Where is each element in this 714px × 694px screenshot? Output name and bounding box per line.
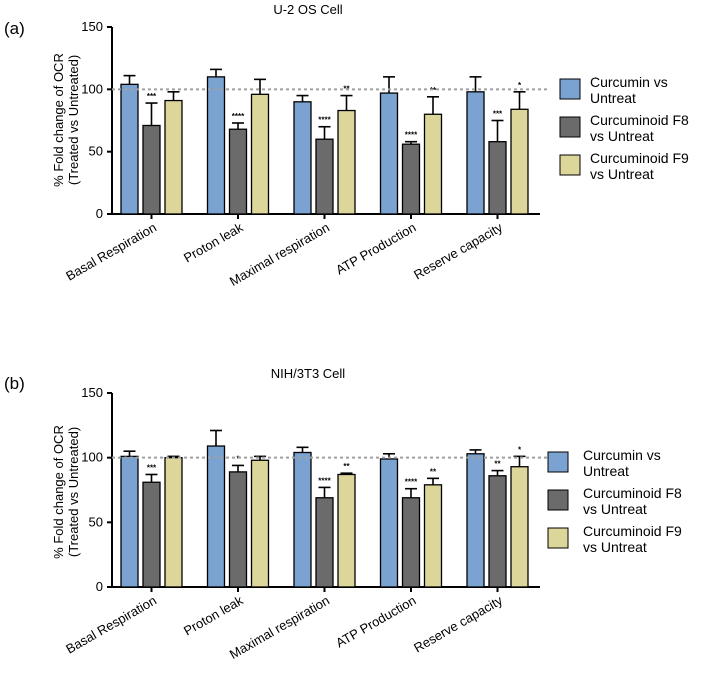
legend-label-f9-line1: Curcuminoid F9 bbox=[590, 150, 689, 166]
bar-curcumin-basal-respiration bbox=[120, 83, 139, 215]
y-tick-label: 0 bbox=[96, 579, 103, 594]
y-tick-label: 50 bbox=[89, 514, 103, 529]
significance-label: *** bbox=[147, 463, 157, 472]
panel-label-a: (a) bbox=[4, 19, 25, 38]
bar-f9-proton-leak bbox=[250, 459, 270, 588]
legend-swatch-f8 bbox=[559, 116, 581, 138]
significance-label: *** bbox=[493, 110, 503, 119]
x-tick-label: Reserve capacity bbox=[411, 592, 505, 655]
bar-f9-maximal-respiration bbox=[337, 109, 356, 215]
significance-label: ** bbox=[430, 467, 437, 476]
y-tick-label: 50 bbox=[89, 144, 103, 159]
legend-label-curcumin-line2: Untreat bbox=[590, 90, 636, 106]
y-axis-label-b: % Fold change of OCR (Treated vs Untreat… bbox=[51, 425, 81, 559]
y-axis-label-line2-a: (Treated vs Untreated) bbox=[66, 55, 81, 185]
legend-label-curcumin-line1: Curcumin vs bbox=[583, 447, 661, 463]
x-tick-label: Proton leak bbox=[181, 219, 246, 265]
x-tick-label: Proton leak bbox=[181, 592, 246, 638]
significance-label: ** bbox=[494, 460, 501, 469]
bar-f8-atp-production bbox=[401, 143, 421, 215]
legend-label-curcumin-line1: Curcumin vs bbox=[590, 74, 668, 90]
x-tick-label: Basal Respiration bbox=[63, 220, 159, 284]
x-tick-label: ATP Production bbox=[333, 220, 418, 278]
bar-curcumin-proton-leak bbox=[206, 76, 226, 215]
legend-a: Curcumin vs Untreat Curcuminoid F8 vs Un… bbox=[559, 74, 689, 182]
significance-label: **** bbox=[405, 131, 418, 140]
legend-label-f8-line1: Curcuminoid F8 bbox=[590, 112, 689, 128]
y-tick-label: 100 bbox=[81, 450, 103, 465]
bar-curcumin-basal-respiration bbox=[120, 455, 139, 588]
significance-label: **** bbox=[318, 116, 331, 125]
significance-label: **** bbox=[232, 112, 245, 121]
legend-swatch-curcumin bbox=[547, 451, 569, 473]
y-axis-label-line1-a: % Fold change of OCR bbox=[51, 53, 66, 187]
y-tick-label: 150 bbox=[81, 385, 103, 400]
y-tick-label: 150 bbox=[81, 19, 103, 34]
bar-curcumin-maximal-respiration bbox=[293, 451, 312, 588]
bar-f8-maximal-respiration bbox=[315, 138, 334, 215]
bar-f9-reserve-capacity bbox=[510, 466, 529, 588]
legend-label-curcumin-line2: Untreat bbox=[583, 463, 629, 479]
bar-f8-proton-leak bbox=[228, 471, 248, 588]
y-axis-label-line1-b: % Fold change of OCR bbox=[51, 425, 66, 559]
bar-curcumin-reserve-capacity bbox=[466, 453, 485, 588]
bar-f8-maximal-respiration bbox=[315, 497, 334, 588]
significance-label: **** bbox=[405, 478, 418, 487]
bar-f8-reserve-capacity bbox=[488, 475, 507, 588]
significance-label: * bbox=[236, 454, 240, 463]
significance-label: **** bbox=[318, 476, 331, 485]
x-tick-label: Reserve capacity bbox=[411, 219, 505, 282]
bar-f9-atp-production bbox=[423, 484, 443, 588]
bar-f8-proton-leak bbox=[228, 128, 248, 215]
legend-swatch-curcumin bbox=[559, 78, 581, 100]
bar-f9-atp-production bbox=[423, 113, 443, 215]
legend-swatch-f9 bbox=[547, 527, 569, 549]
y-tick-label: 0 bbox=[96, 206, 103, 221]
legend-label-f8-line2: vs Untreat bbox=[583, 501, 647, 517]
bar-f8-basal-respiration bbox=[142, 481, 161, 588]
legend-swatch-f8 bbox=[547, 489, 569, 511]
panel-a: (a) U-2 OS Cell % Fold change of OCR (Tr… bbox=[4, 2, 550, 289]
bar-curcumin-atp-production bbox=[379, 458, 399, 588]
significance-label: * bbox=[518, 445, 522, 454]
chart-title-b: NIH/3T3 Cell bbox=[271, 366, 346, 381]
x-tick-label: ATP Production bbox=[333, 593, 418, 651]
bar-f9-reserve-capacity bbox=[510, 108, 529, 215]
significance-label: *** bbox=[147, 92, 157, 101]
bar-f9-maximal-respiration bbox=[337, 473, 356, 588]
bar-f9-basal-respiration bbox=[164, 99, 183, 215]
significance-label: * bbox=[518, 81, 522, 90]
legend-label-f8-line2: vs Untreat bbox=[590, 128, 654, 144]
legend-label-f9-line2: vs Untreat bbox=[590, 166, 654, 182]
legend-b: Curcumin vs Untreat Curcuminoid F8 vs Un… bbox=[547, 447, 682, 555]
significance-label: ** bbox=[343, 462, 350, 471]
bar-f9-basal-respiration bbox=[164, 457, 183, 588]
y-axis-label-line2-b: (Treated vs Untreated) bbox=[66, 427, 81, 557]
y-tick-label: 100 bbox=[81, 81, 103, 96]
bar-f8-basal-respiration bbox=[142, 124, 161, 215]
panel-label-b: (b) bbox=[4, 374, 25, 393]
bar-f9-proton-leak bbox=[250, 93, 270, 215]
bar-curcumin-atp-production bbox=[379, 92, 399, 215]
bar-curcumin-maximal-respiration bbox=[293, 101, 312, 215]
bar-f8-reserve-capacity bbox=[488, 141, 507, 215]
x-tick-label: Basal Respiration bbox=[63, 593, 159, 657]
legend-swatch-f9 bbox=[559, 154, 581, 176]
bar-curcumin-proton-leak bbox=[206, 445, 226, 588]
legend-label-f9-line1: Curcuminoid F9 bbox=[583, 523, 682, 539]
chart-title-a: U-2 OS Cell bbox=[273, 2, 342, 17]
y-axis-label-a: % Fold change of OCR (Treated vs Untreat… bbox=[51, 53, 81, 187]
significance-label: ** bbox=[430, 86, 437, 95]
bar-f8-atp-production bbox=[401, 497, 421, 588]
legend-label-f8-line1: Curcuminoid F8 bbox=[583, 485, 682, 501]
legend-label-f9-line2: vs Untreat bbox=[583, 539, 647, 555]
panel-b: (b) NIH/3T3 Cell % Fold change of OCR (T… bbox=[4, 366, 550, 662]
bar-curcumin-reserve-capacity bbox=[466, 91, 485, 215]
